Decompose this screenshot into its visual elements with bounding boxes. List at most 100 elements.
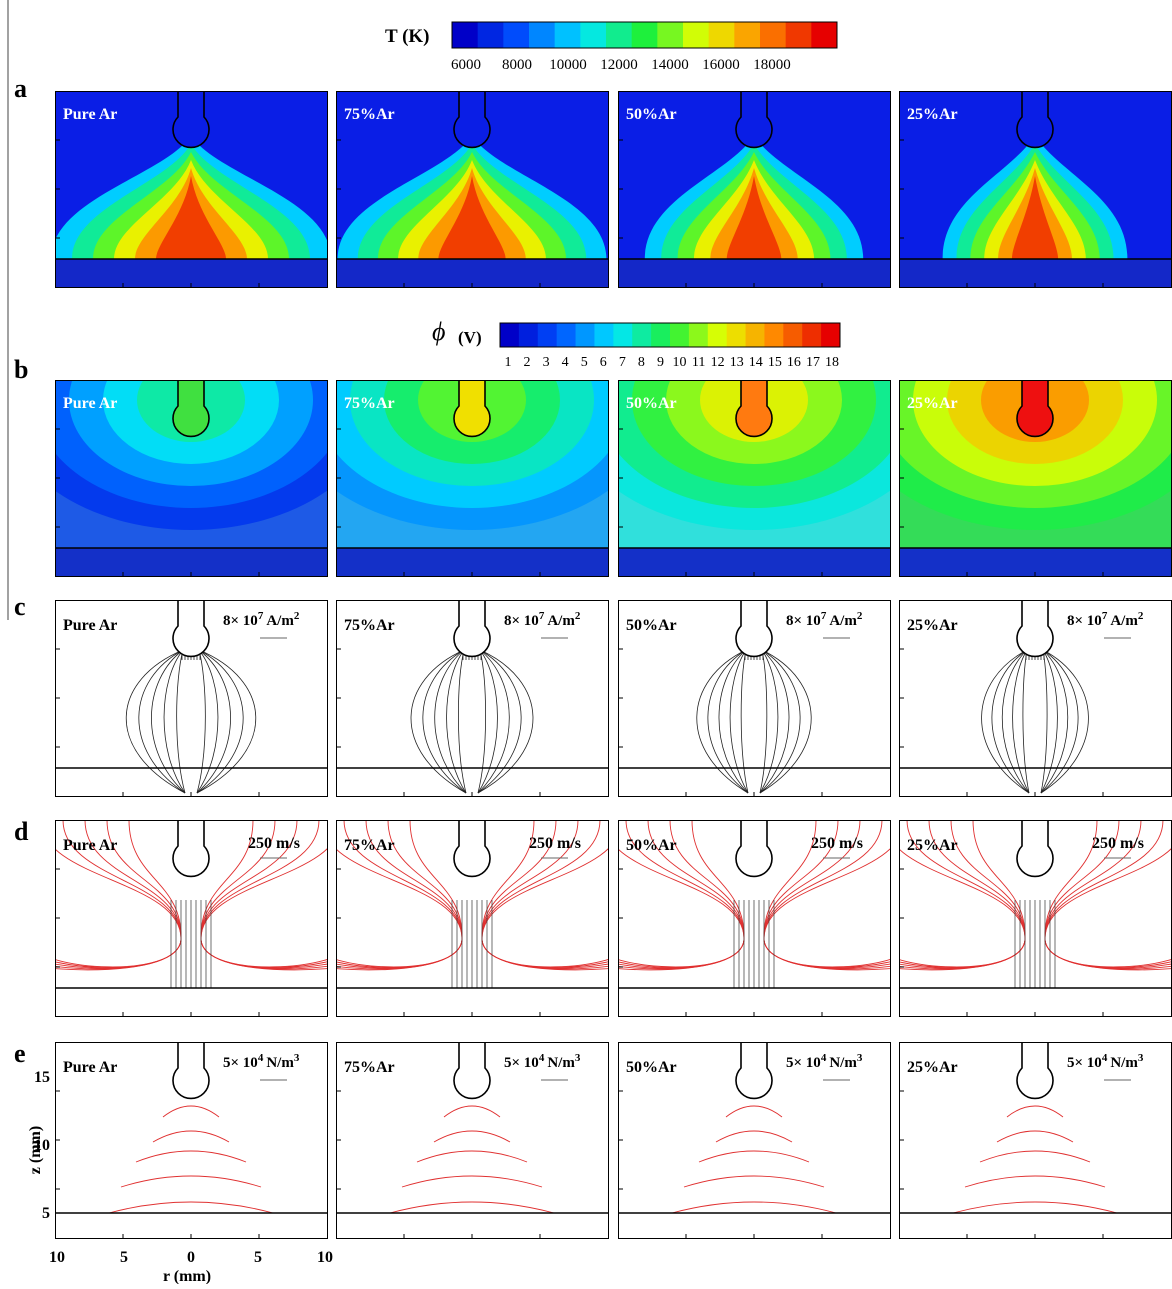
colorbar-band <box>594 323 613 347</box>
x-tick-label: 10 <box>49 1249 65 1266</box>
colorbar-band <box>734 22 760 48</box>
colorbar-tick-label: 4 <box>562 355 569 370</box>
colorbar-band <box>727 323 746 347</box>
panel-label: 75%Ar <box>344 395 395 412</box>
electrode <box>454 818 490 876</box>
panel: 25%Ar250 m/s <box>875 818 1172 1017</box>
panel-label: 50%Ar <box>626 106 677 123</box>
scale-part: 7 <box>821 610 827 622</box>
electrode <box>1017 89 1053 147</box>
scale-part: N/m <box>547 1055 575 1071</box>
scale-part: 8× 10 <box>786 613 821 629</box>
figure: T (K) ϕ (V) z (mm) r (mm) 60008000100001… <box>0 0 1172 1284</box>
panel-label: 25%Ar <box>907 106 958 123</box>
panel: 75%Ar5× 104N/m3 <box>336 1040 609 1239</box>
panel: 50%Ar 250 m/s <box>594 818 914 1017</box>
panel: 25%Ar5× 104N/m3 <box>899 1040 1172 1239</box>
scale-part: 3 <box>857 1052 863 1064</box>
panel: Pure Ar <box>51 89 331 289</box>
scale-part: 7 <box>258 610 264 622</box>
electrode <box>173 1040 209 1098</box>
scale-part: N/m <box>1110 1055 1138 1071</box>
scale-part: 7 <box>539 610 545 622</box>
colorbar-band <box>709 22 735 48</box>
colorbar-band <box>657 22 683 48</box>
scale-part: A/m <box>547 613 575 629</box>
scale-part: 5× 10 <box>786 1055 821 1071</box>
colorbar-tick-label: 16000 <box>702 57 740 73</box>
colorbar-symbol: ϕ <box>432 317 445 346</box>
colorbar-band <box>651 323 670 347</box>
panel-label: 25%Ar <box>907 1059 958 1076</box>
electrode <box>1017 1040 1053 1098</box>
colorbar-tick-label: 6 <box>600 355 607 370</box>
colorbar-band <box>689 323 708 347</box>
panel-label: 75%Ar <box>344 617 395 634</box>
panel-label: 50%Ar <box>626 617 677 634</box>
colorbar-band <box>557 323 576 347</box>
colorbar-band <box>783 323 802 347</box>
scale-part: 5× 10 <box>223 1055 258 1071</box>
colorbar-band <box>632 323 651 347</box>
electrode <box>1017 598 1053 656</box>
panel: Pure Ar8× 107A/m2 <box>55 598 328 797</box>
colorbar-tick-label: 10000 <box>549 57 587 73</box>
colorbar-tick-label: 2 <box>524 355 531 370</box>
panel-label: 50%Ar <box>626 837 677 854</box>
electrode <box>173 818 209 876</box>
panel: 25%Ar <box>899 89 1172 289</box>
x-axis-label: r (mm) <box>163 1268 211 1284</box>
x-tick-label: 10 <box>317 1249 333 1266</box>
panel-label: Pure Ar <box>63 395 117 412</box>
colorbar-band <box>452 22 478 48</box>
electrode <box>173 89 209 147</box>
panel-label: Pure Ar <box>63 1059 117 1076</box>
scale-part: N/m <box>829 1055 857 1071</box>
scale-label: 250 m/s <box>529 835 581 852</box>
colorbar-band <box>786 22 812 48</box>
scale-part: 4 <box>539 1052 545 1064</box>
colorbar-tick-label: 16 <box>787 355 801 370</box>
colorbar-tick-label: 7 <box>619 355 626 370</box>
colorbar-band <box>670 323 689 347</box>
scale-part: 3 <box>294 1052 300 1064</box>
panel: 50%Ar5× 104N/m3 <box>618 1040 891 1239</box>
colorbar-band <box>613 323 632 347</box>
electrode <box>736 89 772 147</box>
colorbar-band <box>760 22 786 48</box>
colorbar-tick-label: 5 <box>581 355 588 370</box>
row-label: b <box>14 355 28 384</box>
electrode <box>736 598 772 656</box>
colorbar-tick-label: 12000 <box>600 57 638 73</box>
scale-label: 250 m/s <box>811 835 863 852</box>
panel: Pure Ar <box>1 270 381 578</box>
colorbar-tick-label: 15 <box>768 355 782 370</box>
scale-part: 4 <box>1102 1052 1108 1064</box>
colorbar-title: T (K) <box>385 26 430 47</box>
panel-label: Pure Ar <box>63 837 117 854</box>
colorbar-band <box>802 323 821 347</box>
panel: 75%Ar <box>282 270 662 578</box>
electrode <box>454 598 490 656</box>
row-label: e <box>14 1039 26 1068</box>
panel-label: 25%Ar <box>907 617 958 634</box>
electrode <box>1017 378 1053 436</box>
colorbar-tick-label: 12 <box>711 355 725 370</box>
scale-part: 8× 10 <box>223 613 258 629</box>
row-label: a <box>14 74 27 103</box>
panel-label: 75%Ar <box>344 106 395 123</box>
scale-part: A/m <box>266 613 294 629</box>
panel: 25%Ar <box>845 270 1172 578</box>
colorbar-band <box>529 22 555 48</box>
panel-label: 75%Ar <box>344 1059 395 1076</box>
electrode <box>736 378 772 436</box>
scale-part: 8× 10 <box>1067 613 1102 629</box>
electrode <box>454 378 490 436</box>
panel: 50%Ar <box>564 270 944 578</box>
scale-part: 2 <box>575 610 581 622</box>
colorbar-tick-label: 17 <box>806 355 820 370</box>
y-tick-label: 10 <box>34 1137 50 1154</box>
